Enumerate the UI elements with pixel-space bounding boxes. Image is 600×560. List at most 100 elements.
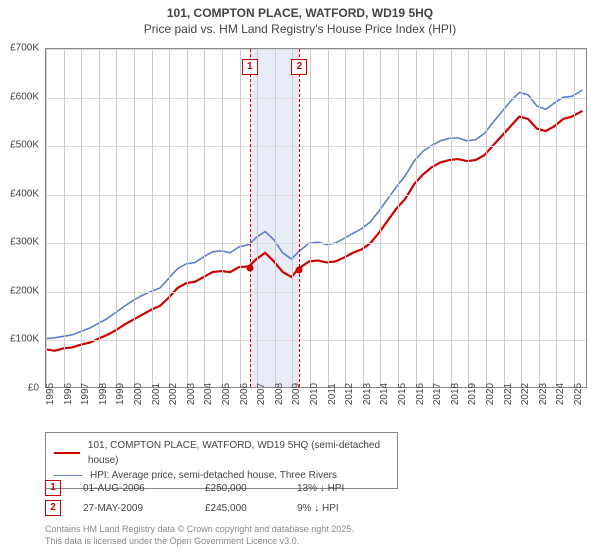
transaction-marker-line [299, 49, 300, 387]
x-axis-label: 1995 [45, 383, 56, 405]
x-axis-label: 2014 [379, 383, 390, 405]
h-gridline [46, 340, 586, 341]
v-gridline [398, 49, 399, 387]
x-axis-label: 2006 [239, 383, 250, 405]
x-axis-label: 2003 [186, 383, 197, 405]
y-axis-label: £0 [28, 383, 39, 394]
transaction-date: 01-AUG-2006 [83, 483, 183, 494]
v-gridline [451, 49, 452, 387]
v-gridline [169, 49, 170, 387]
v-gridline [222, 49, 223, 387]
v-gridline [345, 49, 346, 387]
v-gridline [574, 49, 575, 387]
x-axis-label: 2009 [291, 383, 302, 405]
legend-swatch [54, 452, 80, 454]
h-gridline [46, 146, 586, 147]
transaction-diff: 13% ↓ HPI [297, 483, 377, 494]
x-axis-label: 2025 [573, 383, 584, 405]
v-gridline [504, 49, 505, 387]
v-gridline [81, 49, 82, 387]
v-gridline [433, 49, 434, 387]
x-axis-label: 2013 [362, 383, 373, 405]
y-axis-label: £700K [10, 43, 39, 54]
v-gridline [486, 49, 487, 387]
y-axis-label: £200K [10, 285, 39, 296]
legend-label: 101, COMPTON PLACE, WATFORD, WD19 5HQ (s… [88, 438, 389, 468]
transaction-diff: 9% ↓ HPI [297, 503, 377, 514]
transaction-row: 1 01-AUG-2006 £250,000 13% ↓ HPI [45, 478, 585, 498]
x-axis-label: 2017 [432, 383, 443, 405]
series-hpi [46, 90, 583, 339]
x-axis-label: 2016 [415, 383, 426, 405]
h-gridline [46, 98, 586, 99]
x-axis-label: 1998 [98, 383, 109, 405]
x-axis-label: 2010 [309, 383, 320, 405]
v-gridline [204, 49, 205, 387]
y-axis-label: £400K [10, 188, 39, 199]
transaction-marker-box: 1 [242, 59, 258, 75]
v-gridline [468, 49, 469, 387]
x-axis-label: 2011 [327, 383, 338, 405]
v-gridline [187, 49, 188, 387]
x-axis-label: 2005 [221, 383, 232, 405]
h-gridline [46, 243, 586, 244]
plot-area: 12 [45, 48, 587, 388]
v-gridline [310, 49, 311, 387]
x-axis-label: 2018 [450, 383, 461, 405]
x-axis-label: 2015 [397, 383, 408, 405]
transaction-dot [246, 264, 253, 271]
y-axis-label: £600K [10, 91, 39, 102]
x-axis-label: 2012 [344, 383, 355, 405]
chart-title-main: 101, COMPTON PLACE, WATFORD, WD19 5HQ [10, 6, 590, 20]
h-gridline [46, 49, 586, 50]
x-axis-label: 2007 [256, 383, 267, 405]
x-axis-label: 2021 [503, 383, 514, 405]
v-gridline [521, 49, 522, 387]
v-gridline [292, 49, 293, 387]
v-gridline [240, 49, 241, 387]
h-gridline [46, 292, 586, 293]
transaction-marker-box: 2 [291, 59, 307, 75]
v-gridline [64, 49, 65, 387]
x-axis-label: 2022 [520, 383, 531, 405]
footer-line-1: Contains HM Land Registry data © Crown c… [45, 524, 585, 536]
x-axis-label: 1996 [63, 383, 74, 405]
v-gridline [556, 49, 557, 387]
transaction-marker-line [250, 49, 251, 387]
v-gridline [275, 49, 276, 387]
v-gridline [116, 49, 117, 387]
v-gridline [416, 49, 417, 387]
legend-item: 101, COMPTON PLACE, WATFORD, WD19 5HQ (s… [54, 438, 389, 468]
v-gridline [363, 49, 364, 387]
v-gridline [257, 49, 258, 387]
v-gridline [328, 49, 329, 387]
x-axis-label: 2023 [538, 383, 549, 405]
y-axis-label: £100K [10, 334, 39, 345]
x-axis-label: 2020 [485, 383, 496, 405]
transactions-table: 101-AUG-2006£250,00013% ↓ HPI227-MAY-200… [45, 478, 585, 518]
x-axis-label: 2008 [274, 383, 285, 405]
x-axis-label: 1997 [80, 383, 91, 405]
chart: £0£100K£200K£300K£400K£500K£600K£700K 12… [45, 48, 587, 388]
y-axis-label: £300K [10, 237, 39, 248]
x-axis-label: 2019 [467, 383, 478, 405]
transaction-id-box: 2 [45, 500, 61, 516]
y-axis-label: £500K [10, 140, 39, 151]
transaction-row: 227-MAY-2009£245,0009% ↓ HPI [45, 498, 585, 518]
x-axis-label: 2001 [151, 383, 162, 405]
x-axis-label: 2024 [555, 383, 566, 405]
line-series [46, 49, 586, 387]
x-axis-label: 2000 [133, 383, 144, 405]
v-gridline [46, 49, 47, 387]
legend-swatch [54, 475, 82, 476]
transaction-dot [296, 267, 303, 274]
x-axis-label: 2004 [203, 383, 214, 405]
v-gridline [99, 49, 100, 387]
x-axis-label: 1999 [115, 383, 126, 405]
transaction-price: £250,000 [205, 483, 275, 494]
transaction-price: £245,000 [205, 503, 275, 514]
x-axis-label: 2002 [168, 383, 179, 405]
h-gridline [46, 195, 586, 196]
transaction-id-box: 1 [45, 480, 61, 496]
v-gridline [134, 49, 135, 387]
